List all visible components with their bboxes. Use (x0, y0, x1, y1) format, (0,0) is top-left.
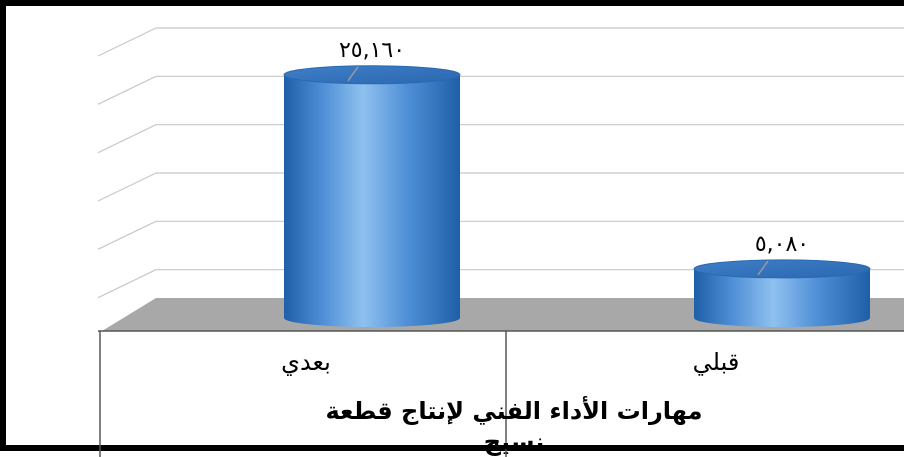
bar-chart: ٢٥,١٦٠ ٥,٠٨٠ مهارات الأداء الفني لإنتاج ق… (97, 27, 904, 457)
bar-0: ٢٥,١٦٠ (283, 38, 461, 327)
category-label: بعدي (281, 348, 331, 376)
data-label: ٢٥,١٦٠ (339, 38, 405, 63)
gridlines (97, 27, 904, 299)
bar-body (284, 74, 460, 327)
data-label-leader (347, 66, 359, 82)
bar-cap (693, 259, 871, 279)
gridline-wall (97, 124, 157, 154)
bar-1: ٥,٠٨٠ (693, 232, 871, 327)
category-label: قبلي (693, 348, 740, 376)
gridline-wall (97, 27, 157, 57)
gridline-wall (97, 269, 157, 299)
data-label-leader (757, 260, 769, 276)
axis-title-line-1: مهارات الأداء الفني لإنتاج قطعة (326, 396, 703, 425)
data-label: ٥,٠٨٠ (755, 232, 809, 257)
bar-body (694, 268, 870, 327)
gridline-wall (97, 75, 157, 105)
axis-title-line-2: نسيج (484, 428, 545, 456)
gridline-wall (97, 172, 157, 202)
gridline-wall (97, 220, 157, 250)
bar-cap (283, 65, 461, 85)
bars: ٢٥,١٦٠ ٥,٠٨٠ (283, 38, 871, 327)
